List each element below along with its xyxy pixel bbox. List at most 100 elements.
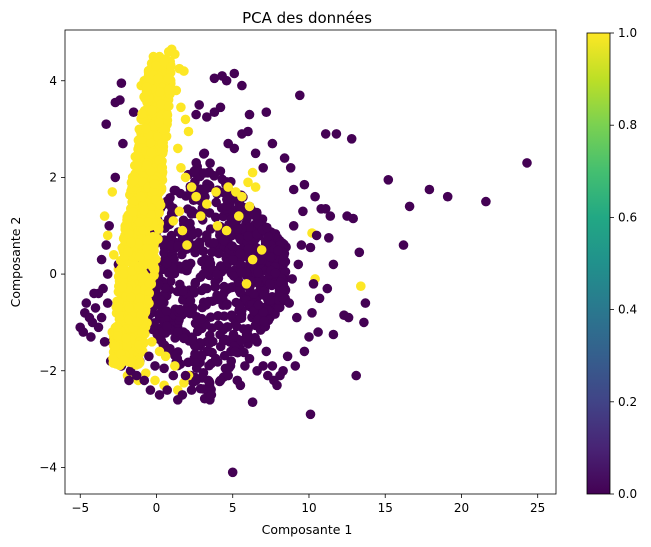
- scatter-point: [189, 166, 200, 176]
- scatter-point: [137, 273, 147, 283]
- scatter-point: [141, 82, 152, 92]
- scatter-point: [78, 327, 89, 337]
- scatter-point: [202, 199, 212, 209]
- scatter-point: [263, 231, 273, 242]
- scatter-point: [175, 304, 185, 315]
- scatter-point: [304, 332, 314, 342]
- scatter-point: [187, 335, 197, 345]
- scatter-point: [320, 204, 331, 214]
- scatter-point: [178, 286, 188, 296]
- series-class-0: [75, 68, 532, 478]
- scatter-point: [259, 316, 270, 327]
- scatter-point: [324, 233, 334, 243]
- scatter-point: [228, 329, 239, 340]
- scatter-point: [147, 105, 157, 116]
- scatter-point: [231, 321, 242, 332]
- scatter-point: [215, 375, 226, 386]
- scatter-point: [243, 231, 253, 242]
- scatter-point: [240, 361, 250, 371]
- scatter-point: [190, 277, 201, 288]
- scatter-point: [237, 201, 247, 212]
- scatter-point: [314, 293, 325, 304]
- scatter-point: [116, 78, 127, 88]
- scatter-point: [116, 311, 126, 321]
- scatter-point: [176, 163, 186, 173]
- scatter-point: [240, 325, 251, 335]
- scatter-point: [128, 107, 139, 117]
- scatter-point: [142, 295, 153, 305]
- scatter-point: [217, 71, 227, 81]
- scatter-point: [124, 314, 134, 325]
- scatter-point: [176, 102, 186, 113]
- scatter-point: [134, 302, 145, 312]
- scatter-point: [212, 357, 223, 367]
- scatter-point: [230, 346, 240, 357]
- scatter-point: [305, 242, 316, 253]
- colorbar-tick-label: 0.2: [618, 395, 637, 409]
- scatter-point: [126, 292, 136, 302]
- colorbar: 0.0 0.2 0.4 0.6 0.8 1.0: [586, 26, 637, 501]
- scatter-point: [159, 248, 169, 258]
- scatter-point: [313, 327, 323, 337]
- colorbar-ticks: 0.0 0.2 0.4 0.6 0.8 1.0: [610, 26, 637, 501]
- scatter-point: [320, 129, 331, 139]
- scatter-point: [265, 279, 275, 289]
- scatter-point: [161, 306, 172, 317]
- scatter-point: [174, 206, 185, 217]
- scatter-point: [166, 61, 176, 72]
- scatter-point: [250, 148, 261, 159]
- scatter-point: [96, 312, 107, 323]
- scatter-point: [172, 353, 183, 364]
- scatter-point: [287, 274, 298, 284]
- scatter-point: [169, 254, 179, 265]
- scatter-point: [139, 205, 149, 216]
- scatter-point: [177, 390, 188, 400]
- scatter-point: [81, 298, 92, 308]
- scatter-point: [147, 337, 157, 347]
- scatter-point: [202, 230, 212, 240]
- scatter-point: [219, 281, 229, 292]
- scatter-point: [351, 370, 362, 381]
- scatter-point: [228, 255, 238, 265]
- scatter-point: [113, 302, 123, 312]
- scatter-point: [206, 390, 217, 400]
- scatter-point: [173, 143, 183, 154]
- y-tick-label: 4: [49, 74, 57, 88]
- scatter-point: [186, 182, 197, 192]
- scatter-point: [255, 254, 265, 265]
- scatter-point: [119, 269, 129, 279]
- scatter-point: [222, 300, 232, 310]
- scatter-point: [132, 161, 142, 171]
- scatter-point: [99, 211, 110, 221]
- scatter-point: [211, 197, 221, 208]
- scatter-point: [209, 73, 220, 84]
- scatter-point: [237, 129, 247, 139]
- scatter-point: [250, 210, 260, 221]
- scatter-point: [354, 247, 365, 258]
- scatter-point: [198, 269, 209, 280]
- scatter-point: [383, 175, 394, 185]
- scatter-point: [256, 245, 267, 255]
- scatter-point: [162, 321, 172, 331]
- scatter-point: [199, 168, 209, 178]
- scatter-point: [153, 73, 163, 84]
- scatter-point: [217, 174, 228, 185]
- scatter-point: [360, 298, 371, 308]
- scatter-point: [244, 222, 254, 233]
- scatter-point: [121, 333, 132, 344]
- scatter-point: [203, 375, 214, 386]
- scatter-point: [108, 354, 119, 364]
- scatter-point: [186, 385, 197, 395]
- scatter-point: [179, 378, 189, 388]
- scatter-point: [191, 158, 201, 168]
- scatter-point: [144, 351, 154, 362]
- scatter-point: [265, 252, 276, 262]
- scatter-point: [258, 163, 269, 173]
- scatter-point: [142, 217, 153, 227]
- scatter-point: [177, 225, 188, 236]
- scatter-point: [359, 317, 369, 328]
- scatter-point: [220, 334, 230, 345]
- scatter-point: [164, 101, 174, 111]
- scatter-point: [145, 385, 156, 395]
- scatter-point: [209, 171, 219, 181]
